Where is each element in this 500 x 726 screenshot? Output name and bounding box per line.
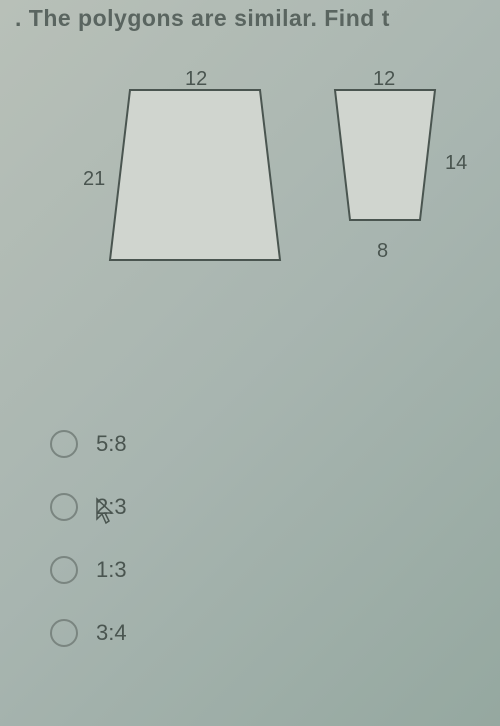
answer-options: 5:8 2:3 1:3 3:4 [50, 430, 127, 682]
right-trapezoid [335, 90, 435, 220]
radio-icon[interactable] [50, 493, 78, 521]
question-header: . The polygons are similar. Find t [15, 5, 390, 32]
option-a[interactable]: 5:8 [50, 430, 127, 458]
left-trapezoid [110, 90, 280, 260]
right-bottom-label: 8 [377, 240, 388, 263]
cursor-icon [95, 497, 117, 532]
radio-icon[interactable] [50, 619, 78, 647]
right-side-label: 14 [445, 152, 467, 175]
trapezoids-svg [55, 60, 475, 280]
radio-icon[interactable] [50, 556, 78, 584]
left-top-label: 12 [185, 68, 207, 91]
option-c[interactable]: 1:3 [50, 556, 127, 584]
option-label: 5:8 [96, 431, 127, 457]
shapes-area: 12 21 12 14 8 [55, 60, 455, 340]
radio-icon[interactable] [50, 430, 78, 458]
left-side-label: 21 [83, 168, 105, 191]
option-label: 1:3 [96, 557, 127, 583]
option-d[interactable]: 3:4 [50, 619, 127, 647]
right-top-label: 12 [373, 68, 395, 91]
option-label: 3:4 [96, 620, 127, 646]
